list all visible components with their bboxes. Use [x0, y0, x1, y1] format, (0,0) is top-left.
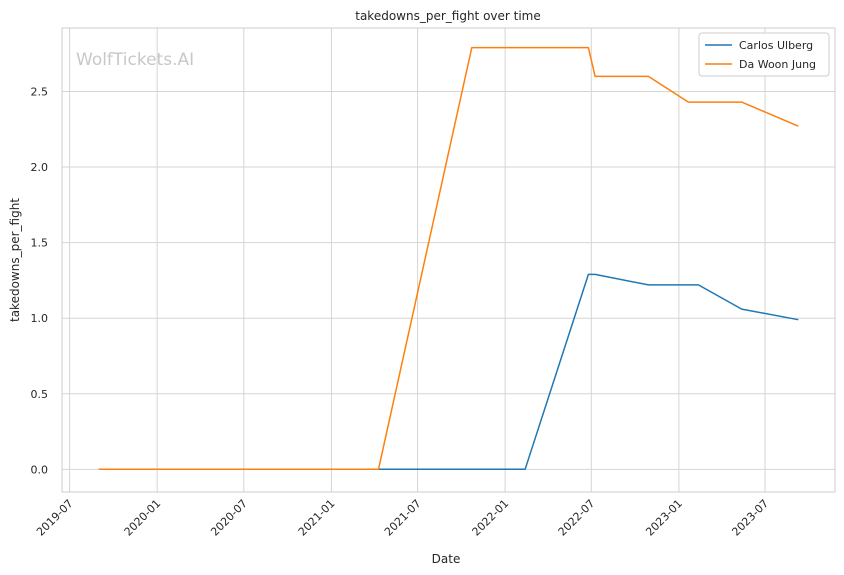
legend-label-carlos-ulberg: Carlos Ulberg: [739, 39, 813, 52]
series-line-da-woon-jung: [98, 46, 799, 471]
x-tick-label: 2022-01: [470, 497, 512, 539]
chart-title: takedowns_per_fight over time: [355, 9, 541, 23]
y-axis-ticks: 0.0 0.5 1.0 1.5 2.0 2.5: [31, 85, 49, 476]
x-tick-label: 2022-07: [556, 497, 598, 539]
y-tick-label: 2.5: [31, 85, 49, 98]
x-tick-label: 2021-07: [382, 497, 424, 539]
legend-box: [698, 32, 830, 77]
series-lines: [98, 46, 799, 471]
y-tick-label: 2.0: [31, 161, 49, 174]
y-tick-label: 0.0: [31, 463, 49, 476]
y-tick-label: 1.0: [31, 312, 49, 325]
plot-frame: [61, 27, 836, 493]
y-tick-label: 0.5: [31, 388, 49, 401]
y-tick-label: 1.5: [31, 237, 49, 250]
grid-lines: [62, 28, 835, 492]
y-axis-label: takedowns_per_fight: [8, 198, 22, 322]
x-tick-label: 2023-01: [643, 497, 685, 539]
x-tick-label: 2021-01: [296, 497, 338, 539]
plot-area: [62, 28, 835, 492]
legend: Carlos Ulberg Da Woon Jung: [698, 32, 830, 77]
x-tick-label: 2023-07: [729, 497, 771, 539]
series-line-carlos-ulberg: [361, 273, 799, 471]
x-tick-label: 2020-01: [122, 497, 164, 539]
x-axis-ticks: 2019-07 2020-01 2020-07 2021-01 2021-07 2022-…: [34, 497, 771, 539]
x-axis-label: Date: [432, 552, 461, 566]
watermark-text: WolfTickets.AI: [76, 50, 194, 70]
legend-label-da-woon-jung: Da Woon Jung: [739, 58, 816, 71]
x-tick-label: 2019-07: [34, 497, 76, 539]
x-tick-label: 2020-07: [208, 497, 250, 539]
